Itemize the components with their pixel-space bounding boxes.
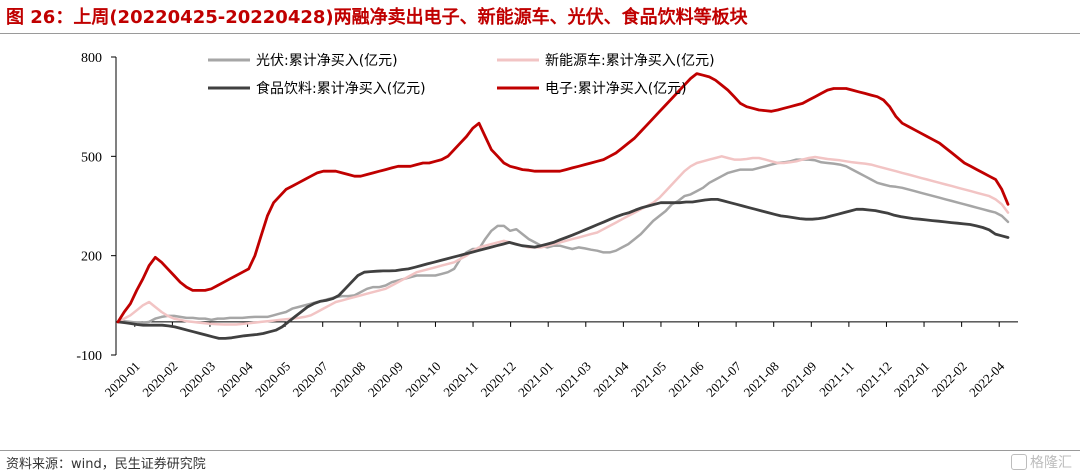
y-tick-label: 800 xyxy=(81,51,102,66)
x-tick-label: 2022-02 xyxy=(928,359,969,400)
x-tick-label: 2021-11 xyxy=(816,359,857,400)
plot-area: -1002005008002020-012020-022020-032020-0… xyxy=(76,51,1018,400)
x-tick-label: 2021-04 xyxy=(590,358,632,400)
series-line-1 xyxy=(116,155,1010,326)
x-tick-label: 2020-02 xyxy=(139,359,180,400)
x-tick-label: 2020-11 xyxy=(440,359,481,400)
watermark-logo-icon xyxy=(1011,454,1027,470)
x-tick-label: 2021-08 xyxy=(741,359,782,400)
legend-label: 食品饮料:累计净买入(亿元) xyxy=(256,80,426,97)
source-note: 资料来源：wind，民生证券研究院 xyxy=(6,457,206,472)
x-tick-label: 2020-09 xyxy=(365,359,406,400)
x-tick-label: 2021-03 xyxy=(553,359,594,400)
x-tick-label: 2021-05 xyxy=(628,359,669,400)
x-tick-label: 2020-10 xyxy=(402,359,443,400)
watermark: 格隆汇 xyxy=(1011,452,1072,472)
x-tick-label: 2021-12 xyxy=(853,359,894,400)
x-tick-label: 2020-12 xyxy=(477,359,518,400)
x-tick-label: 2020-04 xyxy=(214,358,256,400)
x-tick-label: 2020-01 xyxy=(102,359,143,400)
y-tick-label: 200 xyxy=(81,250,102,265)
y-tick-label: 500 xyxy=(81,150,102,165)
x-tick-label: 2020-05 xyxy=(252,359,293,400)
watermark-text: 格隆汇 xyxy=(1030,455,1072,471)
page-title: 图 26：上周(20220425-20220428)两融净卖出电子、新能源车、光… xyxy=(6,7,748,28)
series-line-2 xyxy=(116,197,1010,340)
x-tick-label: 2020-08 xyxy=(327,359,368,400)
title-divider xyxy=(0,33,1080,34)
legend-label: 电子:累计净买入(亿元) xyxy=(545,81,687,97)
x-tick-label: 2021-01 xyxy=(515,359,556,400)
y-tick-label: -100 xyxy=(76,349,102,364)
x-tick-label: 2022-01 xyxy=(891,359,932,400)
x-tick-label: 2021-09 xyxy=(778,359,819,400)
series-line-0 xyxy=(116,158,1010,325)
x-tick-label: 2021-07 xyxy=(703,358,745,400)
legend-label: 光伏:累计净买入(亿元) xyxy=(256,53,398,69)
x-tick-label: 2022-04 xyxy=(966,358,1008,400)
legend: 光伏:累计净买入(亿元) 新能源车:累计净买入(亿元) 食品饮料:累计净买入(亿元)… xyxy=(208,52,715,97)
x-tick-label: 2020-03 xyxy=(177,359,218,400)
legend-label: 新能源车:累计净买入(亿元) xyxy=(545,52,715,69)
x-tick-label: 2021-06 xyxy=(665,358,707,400)
series-line-3 xyxy=(116,72,1010,324)
line-chart: -1002005008002020-012020-022020-032020-0… xyxy=(76,51,1018,400)
x-tick-label: 2020-07 xyxy=(290,358,332,400)
footer-divider xyxy=(0,450,1080,451)
